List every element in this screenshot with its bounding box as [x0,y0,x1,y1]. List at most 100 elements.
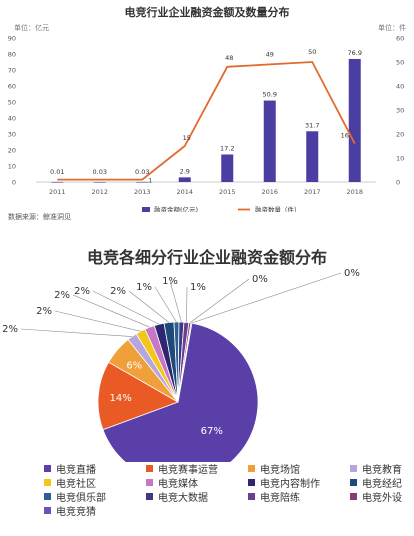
x-tick-label: 2014 [176,188,193,196]
legend-label: 电竞陪练 [260,493,300,504]
left-tick-label: 90 [8,35,16,43]
pie-legend: 电竞直播 电竞赛事运营 电竞场馆 电竞教育电竞社区 电竞媒体 电竞内容制作 电竞经纪电竞俱乐… [44,462,414,518]
legend-item: 电竞媒体 [146,476,248,490]
pie-slice-label: 0% [344,268,360,279]
legend-item: 电竞场馆 [248,462,350,476]
legend-swatch [350,465,357,472]
legend-item: 电竞俱乐部 [44,490,146,504]
legend-label: 电竞内容制作 [260,479,320,490]
legend-swatch [350,479,357,486]
pie-leader-line [169,280,182,323]
legend-swatch [44,479,51,486]
legend-swatch [146,493,153,500]
legend-label: 电竞社区 [56,479,96,490]
pie-leader-line [54,310,141,332]
legend-label: 电竞场馆 [260,465,300,476]
legend-swatch [248,493,255,500]
legend-label: 电竞媒体 [158,479,198,490]
legend-swatch [248,465,255,472]
bar-data-label: 50.9 [263,91,277,99]
bar-line-chart: 0 10 20 30 40 50 60 70 80 90 0 10 20 30 40 50 60 0.01 0.03… [8,35,404,212]
pie-slice [97,361,179,431]
bar-data-label: 31.7 [305,121,319,129]
legend-swatch [146,479,153,486]
pie-slice-label: 1% [162,276,178,287]
legend-label: 电竞竞猜 [56,507,96,518]
legend-item: 电竞赛事运营 [146,462,248,476]
pie-slice [102,322,259,462]
line-data-label: 1 [148,177,152,185]
legend-item: 电竞内容制作 [248,476,350,490]
left-tick-label: 70 [8,67,16,75]
bar [306,131,319,182]
right-tick-label: 40 [396,83,404,91]
bar [136,181,149,183]
legend-label: 电竞大数据 [158,493,208,504]
legend-item: 电竞竞猜 [44,504,146,518]
left-tick-label: 60 [8,83,16,91]
bar-data-label: 17.2 [220,144,234,152]
legend-swatch-bar [142,207,150,212]
left-tick-label: 10 [8,163,16,171]
pie-slice-label: 6% [126,361,142,372]
legend-swatch [44,493,51,500]
line-data-label: 48 [225,54,233,62]
pie-slice-label: 1% [136,282,152,293]
bar [221,154,234,182]
right-tick-label: 50 [396,59,404,67]
x-tick-label: 2011 [49,188,66,196]
line-data-label: 49 [266,50,274,58]
legend-label-bar: 融资金额(亿元) [154,205,198,212]
x-tick-label: 2012 [91,188,108,196]
right-tick-label: 10 [396,155,404,163]
legend-item: 电竞陪练 [248,490,350,504]
left-tick-label: 0 [12,179,16,187]
x-tick-label: 2018 [346,188,363,196]
left-tick-label: 80 [8,51,16,59]
legend-item: 电竞教育 [350,462,414,476]
legend-swatch [44,507,51,514]
pie-leader-line [128,290,170,323]
x-tick-label: 2015 [219,188,236,196]
chart2-title: 电竞各细分行业企业融资金额分布 [86,248,327,267]
legend-swatch [350,493,357,500]
legend-item: 电竞直播 [44,462,146,476]
legend-label-line: 融资数量（件） [255,205,301,212]
legend-label: 电竞外设 [362,493,402,504]
line-data-label: 15 [183,134,191,142]
legend-item: 电竞经纪 [350,476,414,490]
legend-swatch [248,479,255,486]
pie-leader-line [92,290,160,325]
bar-data-label: 76.9 [348,49,362,57]
line-series [57,61,356,181]
bar-data-label: 0.03 [93,168,107,176]
bar-data-label: 0.03 [135,168,149,176]
pie-leader-line [154,286,177,323]
pie-slice-label: 67% [201,426,223,437]
left-tick-label: 30 [8,131,16,139]
left-tick-label: 40 [8,115,16,123]
legend-item: 电竞外设 [350,490,414,504]
pie-chart: 67%14%6%2%2%2% 2% 2% 1%1%1%0%0% [2,268,360,462]
legend-item: 电竞社区 [44,476,146,490]
legend-swatch [146,465,153,472]
bar-data-label: 2.9 [180,167,190,175]
x-tick-label: 2013 [134,188,151,196]
data-source: 数据来源：鲸准洞见 [8,213,71,221]
pie-leader-line [191,272,342,324]
pie-slice-label: 1% [190,282,206,293]
legend-label: 电竞俱乐部 [56,493,106,504]
x-tick-label: 2017 [304,188,321,196]
legend-label: 电竞赛事运营 [158,465,218,476]
bar [51,181,64,183]
pie-leader-line [20,328,133,337]
pie-leader-line [186,286,188,323]
bar [93,181,106,183]
pie-slice-label: 2% [54,290,70,301]
right-tick-label: 0 [396,179,400,187]
bar [178,177,191,182]
right-tick-label: 20 [396,131,404,139]
legend-swatch [44,465,51,472]
legend-label: 电竞经纪 [362,479,402,490]
pie-slice-label: 0% [252,274,268,285]
